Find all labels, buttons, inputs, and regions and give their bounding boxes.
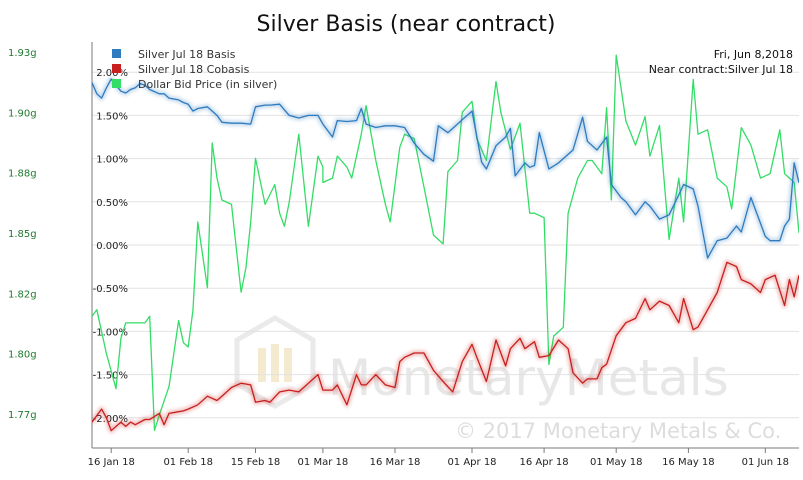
left-axis-ticks: 1.77g 1.80g 1.82g 1.85g 1.88g 1.90g 1.93g (8, 48, 37, 421)
x-tick-label-1: 01 Feb 18 (163, 457, 213, 468)
series-line-cobasis (92, 261, 799, 432)
left-tick-label-3: 1.85g (8, 229, 37, 240)
series-line-basis (92, 78, 799, 259)
x-tick-label-4: 16 Mar 18 (370, 457, 421, 468)
x-tick-label-8: 16 May 18 (662, 457, 714, 468)
series-line-dollar-bid (92, 54, 799, 432)
x-axis-ticks: 16 Jan 18 01 Feb 18 15 Feb 18 01 Mar 18 16 M… (88, 448, 789, 468)
right-tick-label-7: 1.50% (96, 111, 128, 122)
left-tick-label-4: 1.88g (8, 169, 37, 180)
x-tick-label-6: 16 Apr 18 (520, 457, 569, 468)
x-tick-label-7: 01 May 18 (590, 457, 642, 468)
legend: Silver Jul 18 Basis Silver Jul 18 Cobasi… (112, 48, 277, 91)
chart-title: Silver Basis (near contract) (257, 12, 556, 37)
info-contract: Near contract:Silver Jul 18 (649, 63, 793, 76)
legend-label-dollar-bid: Dollar Bid Price (in silver) (138, 78, 277, 91)
right-axis-ticks: -2.00% -1.50% -1.00% -0.50% 0.00% 0.50% 1.00% 1… (93, 68, 128, 425)
left-tick-label-1: 1.80g (8, 350, 37, 361)
left-tick-label-0: 1.77g (8, 410, 37, 421)
series-layer (92, 54, 799, 434)
legend-swatch-dollar-bid (112, 79, 121, 88)
watermark-logo (234, 315, 316, 409)
right-tick-label-5: 0.50% (96, 198, 128, 209)
right-tick-label-2: -1.00% (93, 327, 128, 338)
legend-label-cobasis: Silver Jul 18 Cobasis (138, 63, 250, 76)
info-date: Fri, Jun 8,2018 (714, 48, 793, 61)
right-tick-label-8: 2.00% (96, 68, 128, 79)
right-tick-label-6: 1.00% (96, 155, 128, 166)
right-tick-label-4: 0.00% (96, 241, 128, 252)
x-tick-label-2: 15 Feb 18 (231, 457, 281, 468)
right-tick-label-0: -2.00% (93, 414, 128, 425)
right-tick-label-3: -0.50% (93, 284, 128, 295)
left-tick-label-5: 1.90g (8, 108, 37, 119)
x-tick-label-9: 01 Jun 18 (742, 457, 789, 468)
legend-swatch-cobasis (112, 64, 121, 73)
plot-frame (91, 42, 799, 449)
watermark-copyright: © 2017 Monetary Metals & Co. (455, 419, 781, 443)
left-tick-label-6: 1.93g (8, 48, 37, 59)
series-shadow-basis (92, 76, 799, 261)
x-tick-label-0: 16 Jan 18 (88, 457, 135, 468)
info-box: Fri, Jun 8,2018 Near contract:Silver Jul… (649, 48, 793, 76)
right-tick-label-1: -1.50% (93, 371, 128, 382)
legend-swatch-basis (112, 49, 121, 58)
legend-label-basis: Silver Jul 18 Basis (138, 48, 236, 61)
watermark-brand: MonetaryMetals (328, 349, 729, 407)
x-tick-label-3: 01 Mar 18 (298, 457, 349, 468)
x-tick-label-5: 01 Apr 18 (447, 457, 496, 468)
left-tick-label-2: 1.82g (8, 289, 37, 300)
